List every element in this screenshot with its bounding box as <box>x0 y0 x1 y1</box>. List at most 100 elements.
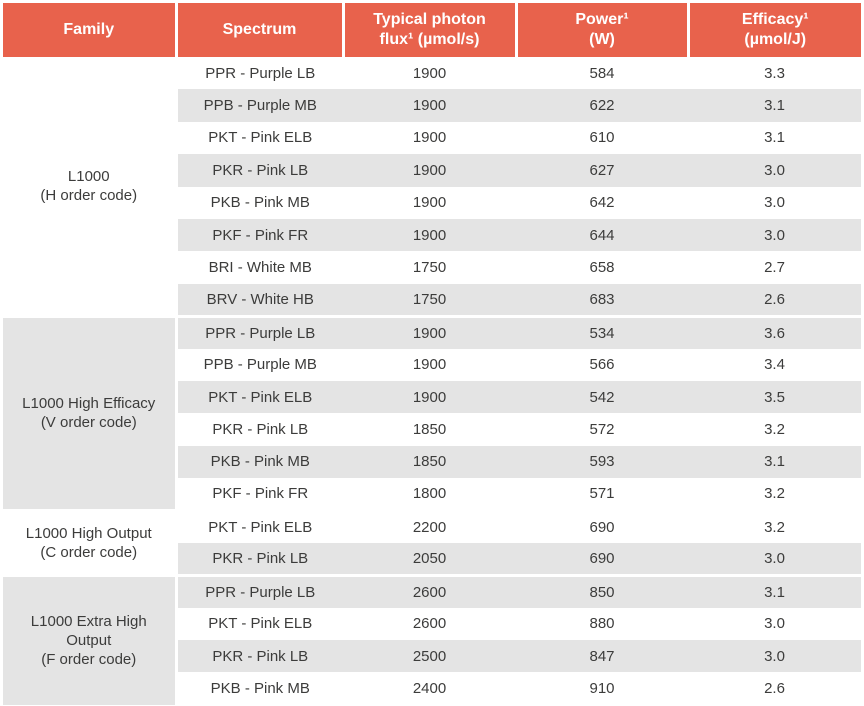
column-header-spectrum-line: Spectrum <box>222 21 297 38</box>
spectrum-cell: PPB - Purple MB <box>176 89 343 122</box>
spectrum-cell: PKR - Pink LB <box>176 413 343 446</box>
flux-cell: 2050 <box>343 542 516 576</box>
flux-cell: 1850 <box>343 445 516 479</box>
power-cell: 593 <box>516 445 688 479</box>
flux-cell: 2200 <box>343 508 516 543</box>
table-row: L1000 High Efficacy (V order code) PPR - P… <box>3 314 861 511</box>
efficacy-cell: 3.1 <box>688 89 861 122</box>
table-row: PKT - Pink ELB 2600 880 3.0 <box>3 607 861 641</box>
power-cell: 534 <box>516 314 688 349</box>
family-order-code: (C order code) <box>40 543 138 561</box>
table-row: PKR - Pink LB 2050 690 3.0 <box>3 542 861 576</box>
efficacy-cell: 3.0 <box>688 607 861 641</box>
column-header-family-line: Family <box>63 21 115 38</box>
efficacy-cell: 3.1 <box>688 121 861 155</box>
flux-cell: 2600 <box>343 573 516 608</box>
flux-cell: 1900 <box>343 154 516 187</box>
flux-cell: 1900 <box>343 380 516 414</box>
spectrum-cell: PPR - Purple LB <box>176 573 343 608</box>
table-row: PKT - Pink ELB 1900 610 3.1 <box>3 121 861 155</box>
family-name: L1000 High Efficacy <box>22 395 156 413</box>
spectrum-cell: PKR - Pink LB <box>176 640 343 673</box>
flux-cell: 1900 <box>343 186 516 219</box>
table-row: L1000 High Output (C order code) PKT - Pin… <box>3 508 861 576</box>
spectrum-cell: BRI - White MB <box>176 251 343 284</box>
efficacy-cell: 3.1 <box>688 573 861 608</box>
column-header-efficacy: Efficacy¹ (µmol/J) <box>686 3 861 57</box>
flux-cell: 1900 <box>343 57 516 90</box>
spectrum-cell: PKF - Pink FR <box>176 218 343 252</box>
power-cell: 571 <box>516 478 688 511</box>
table-row: L1000 Extra High Output (F order code) PPR… <box>3 573 861 705</box>
power-cell: 690 <box>516 508 688 543</box>
flux-cell: 1750 <box>343 251 516 284</box>
table-row: PPB - Purple MB 1900 566 3.4 <box>3 348 861 381</box>
spectrum-cell: PKT - Pink ELB <box>176 380 343 414</box>
efficacy-cell: 3.3 <box>688 57 861 90</box>
power-cell: 566 <box>516 348 688 381</box>
family-cell: L1000 (H order code) <box>3 57 178 317</box>
spectrum-cell: PKT - Pink ELB <box>176 121 343 155</box>
spectrum-cell: PPR - Purple LB <box>176 314 343 349</box>
column-header-spectrum: Spectrum <box>174 3 343 57</box>
table-row: BRV - White HB 1750 683 2.6 <box>3 283 861 317</box>
family-order-code: (H order code) <box>40 186 138 204</box>
efficacy-cell: 3.2 <box>688 413 861 446</box>
flux-cell: 1800 <box>343 478 516 511</box>
family-name: L1000 Extra High Output <box>30 613 147 650</box>
column-header-flux: Typical photon flux¹ (µmol/s) <box>341 3 516 57</box>
family-name: L1000 High Output <box>25 524 152 542</box>
spectrum-cell: PPB - Purple MB <box>176 348 343 381</box>
power-cell: 847 <box>516 640 688 673</box>
spectrum-cell: PKF - Pink FR <box>176 478 343 511</box>
family-order-code: (V order code) <box>40 414 137 432</box>
spectrum-cell: BRV - White HB <box>176 283 343 317</box>
photon-flux-spec-table: Family Spectrum Typical photon flux¹ (µmol/… <box>3 3 861 705</box>
flux-cell: 1850 <box>343 413 516 446</box>
spectrum-cell: PKR - Pink LB <box>176 542 343 576</box>
efficacy-cell: 2.6 <box>688 672 861 705</box>
power-cell: 683 <box>516 283 688 317</box>
flux-cell: 1900 <box>343 121 516 155</box>
power-cell: 910 <box>516 672 688 705</box>
power-cell: 610 <box>516 121 688 155</box>
efficacy-cell: 2.6 <box>688 283 861 317</box>
family-cell: L1000 Extra High Output (F order code) <box>3 573 178 705</box>
power-cell: 584 <box>516 57 688 90</box>
flux-cell: 1900 <box>343 89 516 122</box>
flux-cell: 1900 <box>343 314 516 349</box>
flux-cell: 2600 <box>343 607 516 641</box>
column-header-power-line: Power¹ <box>575 11 629 28</box>
flux-cell: 1750 <box>343 283 516 317</box>
spectrum-cell: PKB - Pink MB <box>176 672 343 705</box>
table-row: BRI - White MB 1750 658 2.7 <box>3 251 861 284</box>
power-cell: 627 <box>516 154 688 187</box>
power-cell: 542 <box>516 380 688 414</box>
spectrum-cell: PKT - Pink ELB <box>176 607 343 641</box>
efficacy-cell: 3.2 <box>688 478 861 511</box>
efficacy-cell: 3.5 <box>688 380 861 414</box>
power-cell: 658 <box>516 251 688 284</box>
table-row: PKT - Pink ELB 1900 542 3.5 <box>3 380 861 414</box>
spectrum-cell: PKB - Pink MB <box>176 186 343 219</box>
family-name: L1000 <box>67 167 110 185</box>
flux-cell: 1900 <box>343 348 516 381</box>
table-row: PKB - Pink MB 1900 642 3.0 <box>3 186 861 219</box>
column-header-flux-line: flux¹ (µmol/s) <box>379 31 480 48</box>
table-header-row: Family Spectrum Typical photon flux¹ (µmol/… <box>3 3 861 57</box>
efficacy-cell: 3.0 <box>688 218 861 252</box>
power-cell: 642 <box>516 186 688 219</box>
efficacy-cell: 3.4 <box>688 348 861 381</box>
flux-cell: 2500 <box>343 640 516 673</box>
table-row: PPB - Purple MB 1900 622 3.1 <box>3 89 861 122</box>
power-cell: 622 <box>516 89 688 122</box>
table-body: L1000 (H order code) PPR - Purple LB 1900 58… <box>3 57 861 705</box>
table-row: L1000 (H order code) PPR - Purple LB 1900 58… <box>3 57 861 317</box>
table-row: PKR - Pink LB 2500 847 3.0 <box>3 640 861 673</box>
spectrum-cell: PKB - Pink MB <box>176 445 343 479</box>
flux-cell: 2400 <box>343 672 516 705</box>
efficacy-cell: 2.7 <box>688 251 861 284</box>
table-row: PKR - Pink LB 1900 627 3.0 <box>3 154 861 187</box>
flux-cell: 1900 <box>343 218 516 252</box>
